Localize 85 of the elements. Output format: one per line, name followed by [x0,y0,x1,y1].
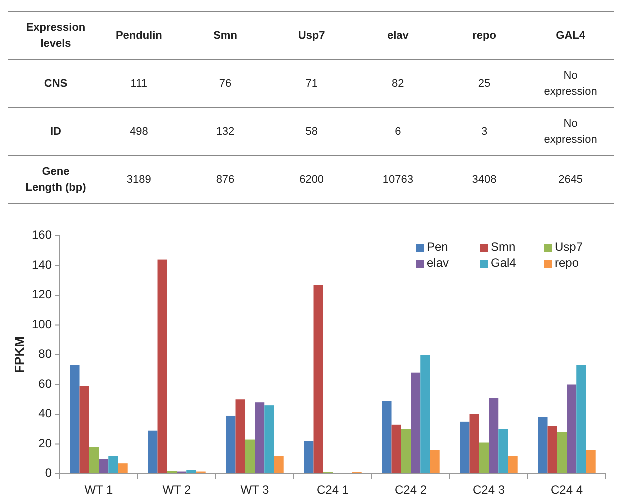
text: 2645 [558,174,584,186]
y-tick-label: 160 [32,228,52,242]
bar [148,430,158,474]
text: Expression levels [26,22,86,50]
category-label: elav [387,30,410,42]
x-tick-label: C24 2 [394,483,428,497]
y-tick-label: 140 [32,258,52,272]
text: 111 [130,78,148,90]
bar [255,402,265,474]
text: 6 [395,126,402,138]
category-label: Smn [214,30,238,42]
text: 498 [130,126,148,138]
bar [460,422,470,474]
category-label: Gene Length (bp) [26,166,86,194]
bar [586,450,596,474]
text: 3 [481,126,488,138]
bar [226,416,236,474]
legend-label: elav [427,256,450,270]
bar [382,401,392,474]
text: No expression [544,118,598,146]
bar [118,464,128,474]
text: 6200 [300,174,324,186]
category-label: CNS [44,78,68,90]
bar [314,285,324,474]
x-tick-label: WT 2 [162,483,192,497]
y-tick-label: 60 [38,376,52,391]
bar [470,414,480,474]
category-label: Pendulin [116,30,163,42]
bar [236,400,246,474]
y-tick-label: 80 [38,347,52,362]
bar [245,440,255,474]
y-tick-label: 0 [45,466,52,480]
bar [99,459,109,474]
bar [304,441,314,474]
category-label: Usp7 [298,30,326,42]
bar [576,365,586,474]
legend-label: Smn [491,240,516,254]
legend-label: Gal4 [491,256,517,270]
category-label: repo [472,30,497,42]
text: 76 [219,78,232,90]
bar [158,260,168,474]
bar [80,386,90,474]
text: 3189 [126,174,152,186]
bar [548,426,558,474]
category-label: ID [50,126,62,138]
bar [538,417,548,474]
bar [479,442,489,474]
bar [489,398,499,474]
text: 132 [216,126,235,138]
legend-label: repo [555,256,580,270]
y-tick-label: 40 [38,406,52,421]
category-label: GAL4 [556,30,586,42]
text: 71 [306,78,318,90]
x-tick-label: C24 4 [550,483,584,497]
text: 3408 [472,174,497,186]
text: 25 [478,78,491,90]
bar [70,365,80,474]
text: 58 [306,126,318,138]
bar [264,406,274,474]
bar [567,384,577,474]
bar [274,456,284,474]
y-tick-label: 120 [32,288,52,302]
bar [508,456,518,474]
legend-label: Pen [427,240,448,254]
legend-label: Usp7 [555,240,584,254]
y-axis-title: FPKM [12,336,27,374]
x-tick-label: C24 1 [316,483,350,497]
x-tick-label: WT 1 [84,483,114,497]
bar [557,432,567,474]
bar [420,355,430,474]
bar [430,450,440,474]
bar [411,372,421,474]
bar [498,429,508,474]
text: 82 [392,78,404,90]
text: 10763 [382,174,414,186]
text: 876 [216,174,235,186]
bar [89,447,99,474]
bar [401,429,411,474]
y-tick-label: 20 [38,436,52,450]
bar [108,456,118,474]
y-tick-label: 100 [32,317,52,332]
text: No expression [544,70,598,98]
bar [392,424,402,474]
x-tick-label: WT 3 [240,483,270,497]
x-tick-label: C24 3 [472,483,506,497]
